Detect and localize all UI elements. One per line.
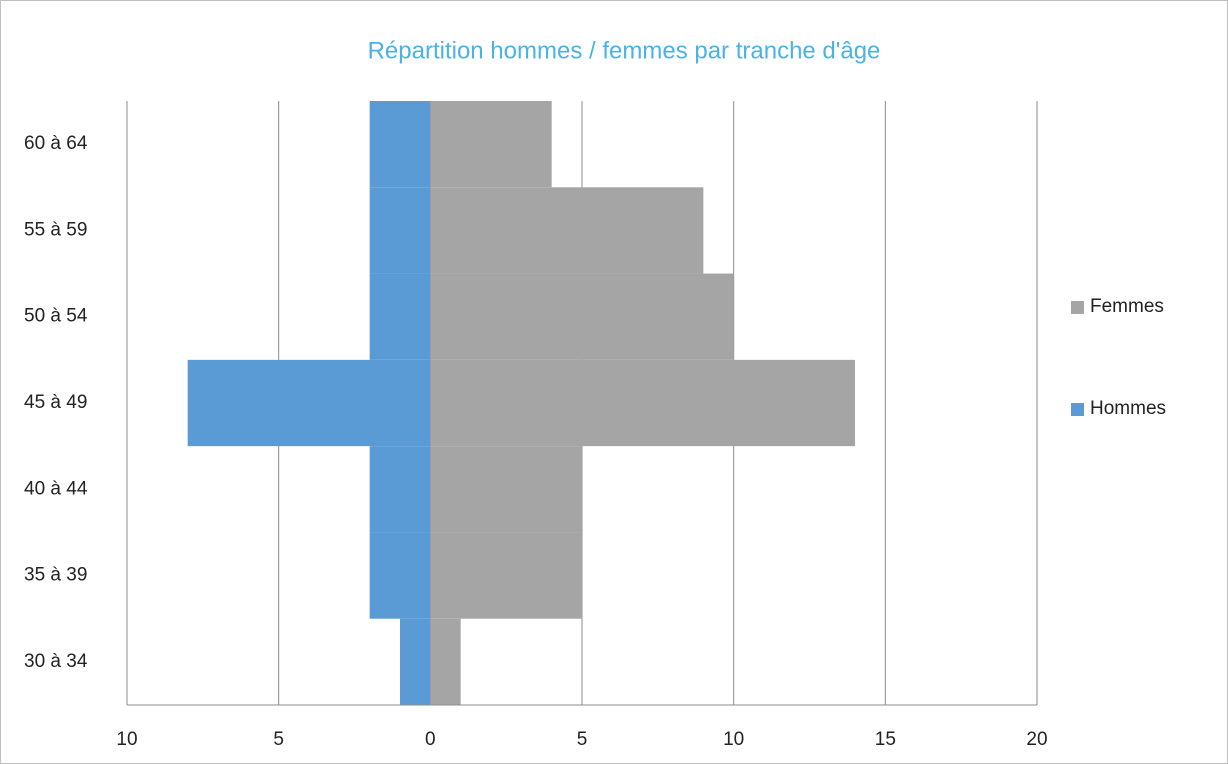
bar xyxy=(369,446,431,533)
x-tick-label: 20 xyxy=(1026,729,1047,750)
bar xyxy=(369,273,431,360)
y-tick-label: 45 à 49 xyxy=(24,392,87,413)
legend-label: Hommes xyxy=(1090,398,1166,419)
bar xyxy=(430,187,704,274)
bar xyxy=(369,532,431,619)
bar xyxy=(400,618,431,705)
y-tick-label: 40 à 44 xyxy=(24,478,88,499)
bar xyxy=(430,101,552,188)
bar xyxy=(430,446,582,533)
x-tick-label: 10 xyxy=(116,729,137,750)
x-tick-label: 5 xyxy=(577,729,588,750)
legend-swatch xyxy=(1071,301,1084,314)
x-tick-label: 5 xyxy=(273,729,284,750)
x-tick-label: 10 xyxy=(723,729,744,750)
y-tick-label: 50 à 54 xyxy=(24,306,88,327)
bar xyxy=(369,101,431,188)
bar xyxy=(369,187,431,274)
x-tick-label: 15 xyxy=(875,729,896,750)
bar xyxy=(430,359,855,447)
bar xyxy=(187,359,431,447)
y-tick-label: 60 à 64 xyxy=(24,133,88,154)
y-tick-label: 35 à 39 xyxy=(24,565,87,586)
chart-title: Répartition hommes / femmes par tranche … xyxy=(368,37,881,64)
y-tick-label: 30 à 34 xyxy=(24,651,88,672)
bar xyxy=(430,532,582,619)
x-tick-label: 0 xyxy=(425,729,436,750)
y-tick-label: 55 à 59 xyxy=(24,219,87,240)
bar xyxy=(430,618,461,705)
legend-swatch xyxy=(1071,403,1084,416)
legend-label: Femmes xyxy=(1090,296,1164,317)
bar xyxy=(430,273,734,360)
